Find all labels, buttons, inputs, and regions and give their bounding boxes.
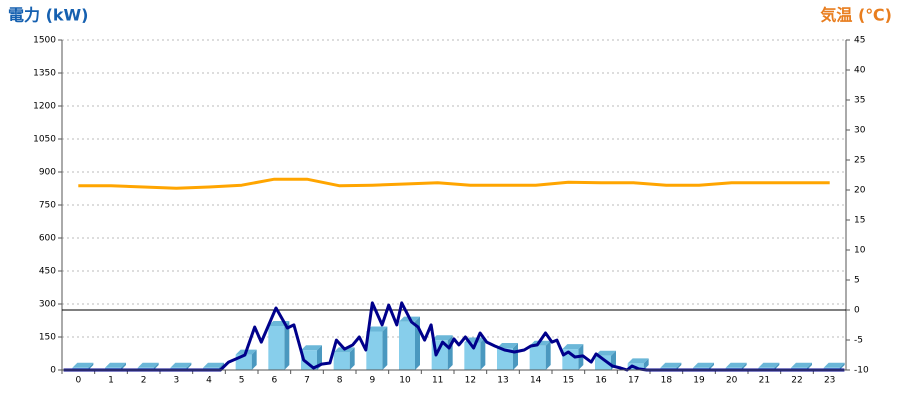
bar bbox=[399, 321, 415, 370]
y2-tick-label: 10 bbox=[854, 246, 866, 256]
bar-side bbox=[121, 362, 126, 370]
bar-side bbox=[513, 343, 518, 370]
x-tick-label: 2 bbox=[141, 376, 147, 386]
x-tick-label: 0 bbox=[75, 376, 81, 386]
bar-top bbox=[105, 362, 126, 368]
x-tick-label: 3 bbox=[173, 376, 179, 386]
y-tick-label: 1050 bbox=[33, 135, 56, 145]
y-tick-label: 450 bbox=[39, 267, 56, 277]
x-tick-label: 7 bbox=[304, 376, 310, 386]
x-tick-label: 22 bbox=[791, 376, 802, 386]
bar bbox=[366, 331, 383, 370]
y-tick-label: 1500 bbox=[33, 36, 56, 46]
bar bbox=[497, 348, 513, 370]
y-tick-label: 600 bbox=[39, 234, 56, 244]
y-tick-label: 300 bbox=[39, 300, 56, 310]
y2-tick-label: 35 bbox=[854, 96, 865, 106]
bar-side bbox=[480, 337, 486, 370]
bar-top bbox=[301, 345, 322, 351]
x-tick-label: 20 bbox=[726, 376, 738, 386]
line bbox=[63, 301, 845, 372]
bar-side bbox=[741, 362, 747, 370]
bar-top bbox=[627, 358, 649, 364]
x-tick-label: 8 bbox=[337, 376, 343, 386]
bar-side bbox=[774, 362, 780, 370]
x-tick-label: 9 bbox=[369, 376, 375, 386]
line bbox=[78, 177, 830, 190]
y-tick-label: 0 bbox=[50, 366, 56, 376]
x-tick-label: 14 bbox=[530, 376, 542, 386]
bar-top bbox=[562, 344, 584, 350]
y-tick-label: 750 bbox=[39, 201, 56, 211]
bar-top bbox=[170, 362, 192, 368]
x-tick-label: 5 bbox=[239, 376, 245, 386]
x-tick-label: 1 bbox=[108, 376, 114, 386]
bar-top bbox=[203, 362, 224, 368]
x-tick-label: 18 bbox=[661, 376, 673, 386]
y2-tick-label: 0 bbox=[854, 306, 860, 316]
bar-side bbox=[545, 340, 551, 370]
y2-tick-label: 5 bbox=[854, 276, 860, 286]
bar-side bbox=[284, 321, 290, 370]
x-tick-label: 17 bbox=[628, 376, 639, 386]
bar bbox=[268, 326, 285, 370]
bar bbox=[529, 345, 546, 370]
bar-top bbox=[725, 362, 747, 368]
bar-top bbox=[137, 362, 159, 368]
y2-tick-label: 25 bbox=[854, 156, 865, 166]
x-tick-label: 4 bbox=[206, 376, 212, 386]
y-tick-label: 900 bbox=[39, 168, 56, 178]
y2-tick-label: -10 bbox=[854, 366, 869, 376]
y2-tick-label: 40 bbox=[854, 66, 866, 76]
bar bbox=[301, 350, 317, 370]
bar-side bbox=[382, 326, 388, 370]
bar bbox=[333, 352, 350, 370]
bar-top bbox=[758, 362, 780, 368]
right-axis-title: 気温 (℃) bbox=[820, 6, 892, 25]
bar bbox=[595, 355, 611, 370]
bar-top bbox=[497, 343, 518, 348]
y2-tick-label: 45 bbox=[854, 36, 865, 46]
bar-top bbox=[366, 326, 388, 332]
bar-side bbox=[839, 362, 845, 370]
bar-side bbox=[153, 362, 159, 370]
x-tick-label: 10 bbox=[399, 376, 411, 386]
x-tick-label: 12 bbox=[465, 376, 476, 386]
x-tick-label: 11 bbox=[432, 376, 443, 386]
left-axis-title: 電力 (kW) bbox=[8, 6, 89, 25]
x-tick-label: 13 bbox=[497, 376, 508, 386]
y2-tick-label: 30 bbox=[854, 126, 866, 136]
y-tick-label: 150 bbox=[39, 333, 56, 343]
bar-side bbox=[676, 362, 682, 370]
bar-side bbox=[251, 349, 257, 370]
bar-side bbox=[88, 362, 94, 370]
bar-top bbox=[693, 362, 714, 368]
x-tick-label: 16 bbox=[595, 376, 607, 386]
bar-top bbox=[791, 362, 812, 368]
bar-side bbox=[186, 362, 192, 370]
bar bbox=[464, 342, 481, 370]
y2-tick-label: -5 bbox=[854, 336, 863, 346]
bar-top bbox=[431, 335, 453, 341]
x-tick-label: 21 bbox=[759, 376, 770, 386]
bar-top bbox=[595, 350, 616, 356]
y2-tick-label: 20 bbox=[854, 186, 866, 196]
x-tick-label: 15 bbox=[563, 376, 574, 386]
bar-side bbox=[349, 347, 355, 370]
bar-top bbox=[72, 362, 94, 368]
x-tick-label: 19 bbox=[693, 376, 705, 386]
bar-top bbox=[660, 362, 682, 368]
y2-tick-label: 15 bbox=[854, 216, 865, 226]
bar-side bbox=[807, 362, 812, 370]
bar-side bbox=[709, 362, 714, 370]
y-tick-label: 1200 bbox=[33, 102, 56, 112]
x-tick-label: 23 bbox=[824, 376, 835, 386]
y-tick-label: 1350 bbox=[33, 69, 56, 79]
bar-top bbox=[823, 362, 845, 368]
bar-side bbox=[643, 358, 649, 370]
x-tick-label: 6 bbox=[271, 376, 277, 386]
